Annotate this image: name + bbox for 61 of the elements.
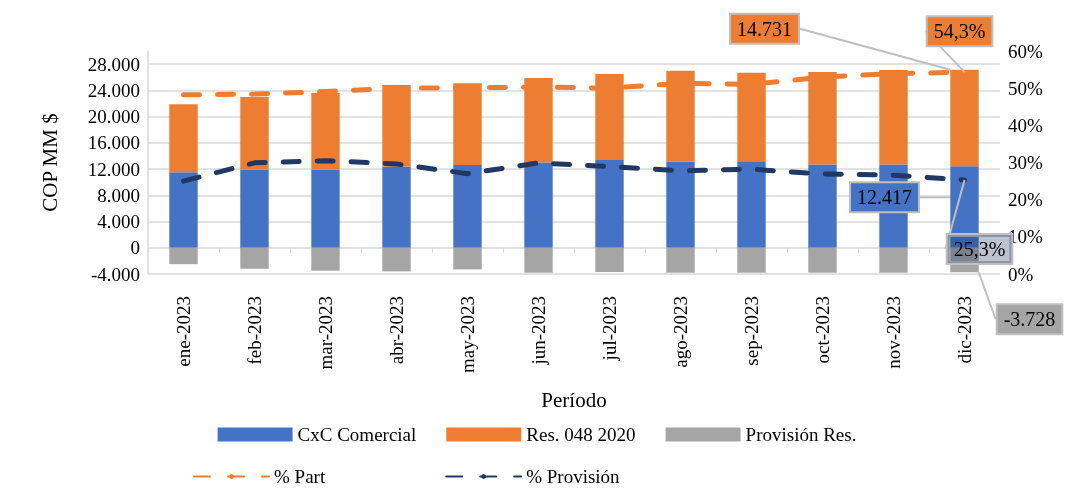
y2-tick-label: 30% [1008,152,1043,173]
bar [453,165,482,248]
y-tick-label: 20.000 [87,106,140,128]
y2-tick-label: 50% [1008,77,1043,99]
x-tick-label: ene-2023 [173,296,194,367]
bar [524,247,553,273]
bar [524,162,553,248]
bar [595,247,624,273]
bar [737,247,766,273]
x-tick-label: oct-2023 [812,296,833,364]
y-axis-title: COP MM $ [37,113,62,212]
x-tick-label: dic-2023 [954,296,975,364]
x-tick-label: jun-2023 [528,296,549,366]
bar [169,104,198,173]
bar [808,247,837,273]
bar [453,247,482,270]
bar [879,247,908,273]
legend-label: CxC Comercial [297,424,417,445]
y-tick-label: 24.000 [87,79,140,101]
y-tick-label: 8.000 [97,184,140,206]
x-axis-title: Período [541,387,607,412]
bar [169,247,198,265]
data-label: 25,3% [953,237,1006,260]
y-tick-label: 4.000 [97,211,140,233]
bar [666,161,695,248]
legend-label: % Part [274,466,326,487]
legend-label: % Provisión [526,466,621,487]
x-tick-label: abr-2023 [386,296,407,365]
y-tick-label: 12.000 [87,158,140,180]
x-tick-label: jul-2023 [599,296,620,362]
x-tick-label: mar-2023 [315,296,336,370]
x-tick-label: ago-2023 [670,296,691,368]
x-tick-label: sep-2023 [741,296,762,366]
x-tick-label: may-2023 [457,296,478,374]
bar [311,169,340,248]
x-tick-label: feb-2023 [244,296,265,365]
bar [240,169,269,248]
y2-tick-label: 0% [1008,263,1034,285]
bar [382,166,411,248]
y-tick-label: -4.000 [90,263,140,285]
data-label: 54,3% [933,20,986,43]
bar [595,159,624,248]
legend-label: Provisión Res. [745,424,857,445]
bar [808,164,837,248]
bar [311,247,340,271]
y-tick-label: 28.000 [87,53,140,75]
bar [382,247,411,272]
bar [240,247,269,269]
bar [737,161,766,248]
data-label: 14.731 [737,17,792,40]
data-label: 12.417 [857,186,912,209]
x-tick-label: nov-2023 [883,296,904,369]
y2-tick-label: 60% [1008,40,1043,62]
y-tick-label: 16.000 [87,132,140,154]
bar [169,172,198,248]
legend-label: Res. 048 2020 [526,424,636,445]
bar [666,247,695,273]
y2-tick-label: 40% [1008,114,1043,136]
y2-tick-label: 20% [1008,189,1043,211]
data-label: -3.728 [1003,308,1056,331]
y-tick-label: 0 [130,237,140,259]
